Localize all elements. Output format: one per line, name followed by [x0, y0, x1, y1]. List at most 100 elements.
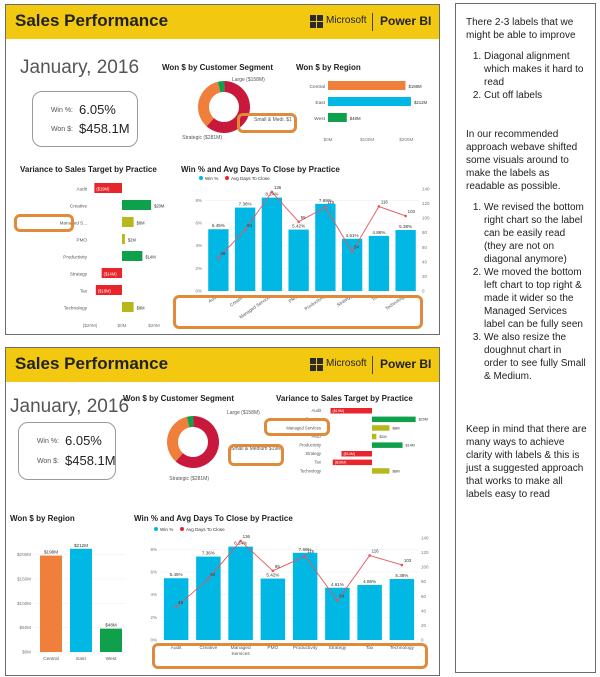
days-value-label: 54	[354, 245, 359, 250]
y-left-tick: 6%	[195, 221, 202, 226]
category-label: Productivity	[293, 645, 318, 651]
winpct-chart-title: Win % and Avg Days To Close by Practice	[134, 514, 293, 523]
bar-value-label: ($19M)	[333, 409, 345, 413]
legend-label: Win %	[205, 176, 218, 181]
y-tick: $200M	[17, 552, 31, 557]
donut-slice	[175, 416, 219, 468]
notes-approach: In our recommended approach webave shift…	[466, 129, 578, 192]
bar	[163, 578, 189, 640]
x-tick: $0M	[118, 323, 127, 328]
category-label: Tax	[80, 289, 88, 294]
y-tick: $0M	[22, 650, 31, 655]
bar	[328, 113, 347, 122]
winpct-combo-chart: Win % Avg Days To Close 0% 2% 4% 6% 8% 0 20 40 60 8…	[150, 527, 429, 657]
bar	[122, 217, 134, 227]
region-chart-title: Won $ by Region	[10, 514, 75, 523]
bar-value-label: $198M	[408, 84, 422, 89]
win-pct-label: Win %:	[36, 438, 59, 445]
bar-value-label: $20M	[154, 204, 165, 209]
days-point	[207, 577, 210, 581]
category-label: Technology	[300, 468, 322, 473]
days-point	[217, 256, 220, 260]
y-right-tick: 80	[421, 579, 427, 584]
days-value-label: 84	[247, 223, 252, 228]
days-point	[271, 569, 275, 573]
days-value-label: 84	[210, 572, 215, 577]
y-tick: $50M	[20, 625, 32, 630]
days-point	[270, 190, 274, 194]
legend-marker-days	[180, 527, 184, 531]
bar-value-label: 7.36%	[239, 202, 252, 207]
bar	[100, 628, 122, 652]
bar-value-label: $212M	[74, 543, 88, 548]
days-value-label: 116	[372, 548, 380, 553]
category-label: Audit	[171, 645, 183, 651]
segment-donut-chart: Strategic ($281M) Large ($158M) Small & Me…	[167, 410, 281, 482]
dashboard-screenshot-original: Sales Performance Microsoft Power BI Jan…	[5, 4, 440, 335]
bar	[101, 268, 122, 278]
highlight-small-medium-label	[228, 444, 284, 466]
bar	[332, 459, 372, 466]
x-tick: $0M	[324, 137, 333, 142]
y-right-tick: 40	[422, 259, 428, 264]
days-value-label: 95	[275, 564, 280, 569]
win-pct-value: 6.05%	[79, 102, 116, 117]
category-label: Tax	[314, 460, 321, 465]
y-right-tick: 0	[421, 638, 424, 643]
won-amount-value: $458.1M	[65, 453, 116, 468]
donut-slice-label: Strategic ($281M)	[182, 135, 222, 141]
bar-value-label: $212M	[414, 100, 428, 105]
highlight-horizontal-axis-labels	[152, 643, 428, 669]
days-line	[175, 540, 403, 608]
bar	[288, 229, 309, 291]
bar-value-label: ($14M)	[104, 272, 118, 277]
bar-value-label: 4.61%	[331, 582, 344, 587]
category-label: Technology	[390, 645, 415, 651]
bar	[95, 285, 122, 295]
category-label: West	[314, 116, 326, 122]
bar-value-label: 5.42%	[292, 224, 305, 229]
legend-marker-win	[154, 527, 158, 531]
microsoft-label: Microsoft	[326, 15, 367, 26]
y-tick: $150M	[17, 576, 31, 581]
category-label: Creative	[199, 645, 217, 651]
y-left-tick: 6%	[150, 570, 157, 575]
bar-value-label: 4.86%	[372, 230, 385, 235]
x-tick: $100M	[360, 137, 374, 142]
y-left-tick: 0%	[150, 638, 157, 643]
y-right-tick: 20	[421, 623, 427, 628]
bar	[70, 548, 92, 652]
notes-panel: There 2-3 labels that we might be able t…	[455, 3, 596, 673]
category-label: East	[76, 656, 86, 662]
bar	[372, 416, 416, 423]
days-point	[324, 205, 327, 209]
bar	[234, 207, 256, 291]
page-title: Sales Performance	[15, 11, 169, 30]
days-value-label: 45	[220, 251, 225, 256]
legend-marker-win	[199, 176, 203, 180]
won-amount-value: $458.1M	[79, 121, 130, 136]
x-tick: ($20M)	[83, 323, 98, 328]
days-point	[303, 554, 307, 558]
segment-chart-title: Won $ by Customer Segment	[162, 63, 273, 72]
days-line	[218, 191, 406, 259]
powerbi-label: Power BI	[380, 357, 432, 371]
segment-chart-title: Won $ by Customer Segment	[123, 394, 234, 403]
y-right-tick: 40	[421, 608, 427, 613]
highlight-managed-services-label	[14, 214, 74, 232]
bar	[372, 468, 390, 474]
category-label: Strategy	[328, 645, 346, 651]
bar-value-label: 4.86%	[363, 579, 376, 584]
donut-slice-label: Large ($158M)	[227, 410, 260, 416]
x-tick: $200M	[399, 137, 413, 142]
days-point	[368, 554, 371, 557]
bar	[389, 579, 415, 640]
bar-value-label: 5.38%	[395, 573, 408, 578]
bar	[260, 578, 286, 640]
bar	[328, 81, 406, 90]
highlight-diagonal-axis-labels	[173, 295, 423, 329]
header-bar: Sales Performance Microsoft Power BI	[6, 348, 439, 382]
days-value-label: 136	[243, 534, 251, 539]
bar-value-label: 5.38%	[399, 224, 412, 229]
